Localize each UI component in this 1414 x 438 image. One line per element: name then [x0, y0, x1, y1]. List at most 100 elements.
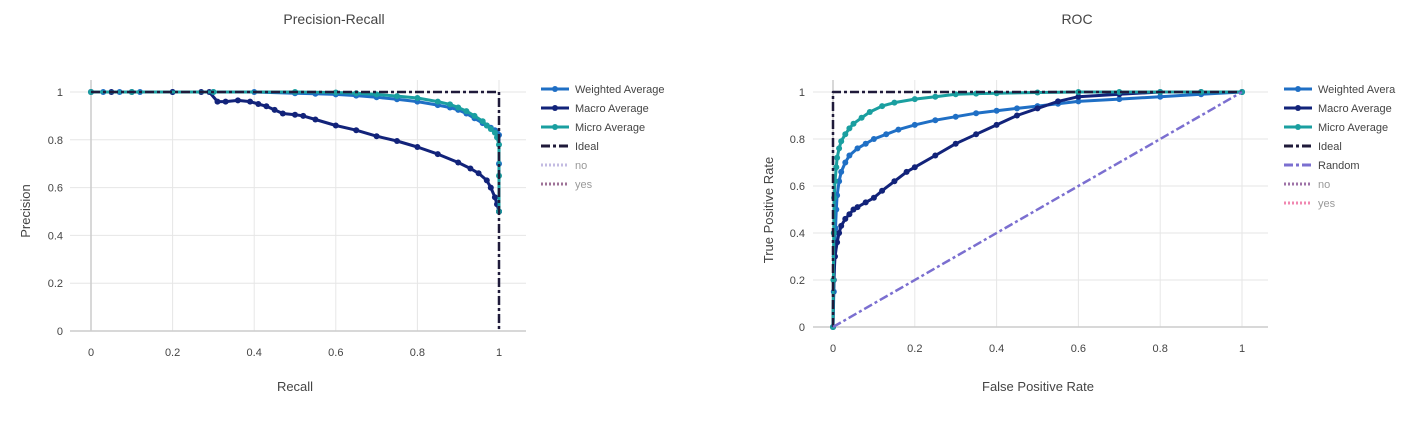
series-point	[858, 114, 865, 121]
series-point	[846, 125, 853, 132]
series-point	[1116, 96, 1123, 103]
series-point	[234, 97, 241, 104]
series-point	[993, 121, 1000, 128]
x-tick-label: 1	[496, 347, 502, 359]
y-tick-label: 0	[57, 326, 63, 338]
series-point	[842, 215, 849, 222]
series-point	[836, 230, 843, 236]
y-tick-label: 0.2	[790, 275, 805, 287]
legend-label: Macro Average	[1318, 103, 1392, 115]
legend-marker	[552, 105, 558, 111]
y-tick-label: 0.6	[790, 181, 805, 193]
x-tick-label: 0	[88, 347, 94, 359]
legend-label: Micro Average	[1318, 122, 1388, 134]
series-point	[932, 93, 939, 100]
series-point	[247, 98, 254, 105]
legend-label: no	[1318, 179, 1330, 191]
series-point	[932, 152, 939, 159]
series-point	[1075, 98, 1082, 105]
series-point	[911, 164, 918, 171]
series-point	[255, 101, 262, 107]
y-tick-label: 0.8	[48, 135, 63, 147]
legend-label: Micro Average	[575, 122, 645, 134]
legend-item[interactable]: Macro Average	[1284, 103, 1392, 115]
y-tick-label: 0.8	[790, 134, 805, 146]
legend-label: Weighted Avera	[1318, 84, 1396, 96]
series-line	[91, 90, 501, 331]
series-point	[1034, 105, 1041, 112]
series-point	[414, 144, 421, 150]
series-point	[394, 93, 400, 100]
series-point	[842, 159, 849, 166]
series-point	[846, 211, 853, 218]
chart-panel-precision-recall: Precision-Recall 0 0.2 0.4 0.6 0.8 1 0 0.2 0.4 0.…	[18, 11, 665, 394]
series-point	[483, 122, 490, 129]
series-line	[831, 90, 1242, 328]
series-point	[300, 112, 307, 119]
series-point	[479, 118, 486, 125]
chart-panel-roc: ROC 0 0.2 0.4 0.6 0.8 1 0 0.2 0.4 0.6 0.8 1 False P…	[761, 11, 1396, 394]
legend-marker	[1295, 124, 1301, 130]
series-point	[973, 110, 980, 117]
series-point	[353, 127, 360, 134]
x-tick-label: 0.8	[410, 347, 425, 359]
series-point	[222, 98, 229, 105]
series-point	[842, 131, 849, 138]
legend-marker	[1295, 105, 1301, 111]
legend-label: Weighted Average	[575, 84, 665, 96]
x-tick-label: 0.2	[165, 347, 180, 359]
chart-legend[interactable]: Weighted Average Macro Average Micro Avera…	[541, 84, 665, 191]
legend-label: Random	[1318, 160, 1360, 172]
y-tick-label: 0.4	[790, 228, 805, 240]
series-point	[455, 104, 462, 111]
legend-item[interactable]: Ideal	[541, 141, 599, 153]
series-point	[455, 159, 462, 166]
chart-legend[interactable]: Weighted Avera Macro Average Micro Average…	[1284, 84, 1396, 210]
legend-marker	[552, 124, 558, 130]
series-point	[373, 133, 380, 140]
series-point	[883, 131, 890, 138]
legend-item[interactable]: Macro Average	[541, 103, 649, 115]
legend-item[interactable]: no	[1284, 179, 1330, 191]
series-point	[993, 107, 1000, 114]
legend-item[interactable]: yes	[1284, 198, 1336, 210]
legend-label: Ideal	[575, 141, 599, 153]
legend-item[interactable]: Weighted Average	[541, 84, 665, 96]
series-point	[895, 126, 902, 133]
chart-axes: 0 0.2 0.4 0.6 0.8 1 0 0.2 0.4 0.6 0.8 1	[790, 80, 1268, 355]
series-point	[475, 170, 482, 177]
y-tick-label: 1	[799, 87, 805, 99]
y-axis-label: Precision	[18, 184, 33, 237]
legend-label: Macro Average	[575, 103, 649, 115]
legend-item[interactable]: Ideal	[1284, 141, 1342, 153]
series-line	[832, 90, 1243, 329]
series-point	[332, 122, 339, 129]
legend-item[interactable]: no	[541, 160, 587, 172]
legend-item[interactable]: Micro Average	[541, 122, 645, 134]
legend-item[interactable]: yes	[541, 179, 593, 191]
series-point	[834, 239, 841, 246]
series-point	[279, 110, 286, 117]
series-point	[911, 96, 918, 103]
legend-item[interactable]: Weighted Avera	[1284, 84, 1396, 96]
series-point	[854, 204, 861, 211]
chart-axes: 0 0.2 0.4 0.6 0.8 1 0 0.2 0.4 0.6 0.8 1	[48, 80, 526, 359]
series-point	[879, 187, 886, 194]
legend-item[interactable]: Random	[1284, 160, 1360, 172]
legend-label: yes	[1318, 198, 1336, 210]
series-point	[846, 152, 853, 159]
chart-title: Precision-Recall	[283, 11, 384, 27]
series-line	[831, 90, 1242, 327]
series-point	[862, 140, 869, 147]
series-point	[463, 108, 470, 115]
series-point	[854, 145, 861, 152]
x-tick-label: 0.6	[1071, 343, 1086, 355]
chart-series	[830, 89, 1245, 330]
legend-item[interactable]: Micro Average	[1284, 122, 1388, 134]
x-tick-label: 0.6	[328, 347, 343, 359]
series-point	[483, 177, 490, 184]
series-point	[891, 99, 898, 106]
series-point	[879, 103, 886, 110]
legend-label: Ideal	[1318, 141, 1342, 153]
legend-marker	[552, 86, 558, 92]
